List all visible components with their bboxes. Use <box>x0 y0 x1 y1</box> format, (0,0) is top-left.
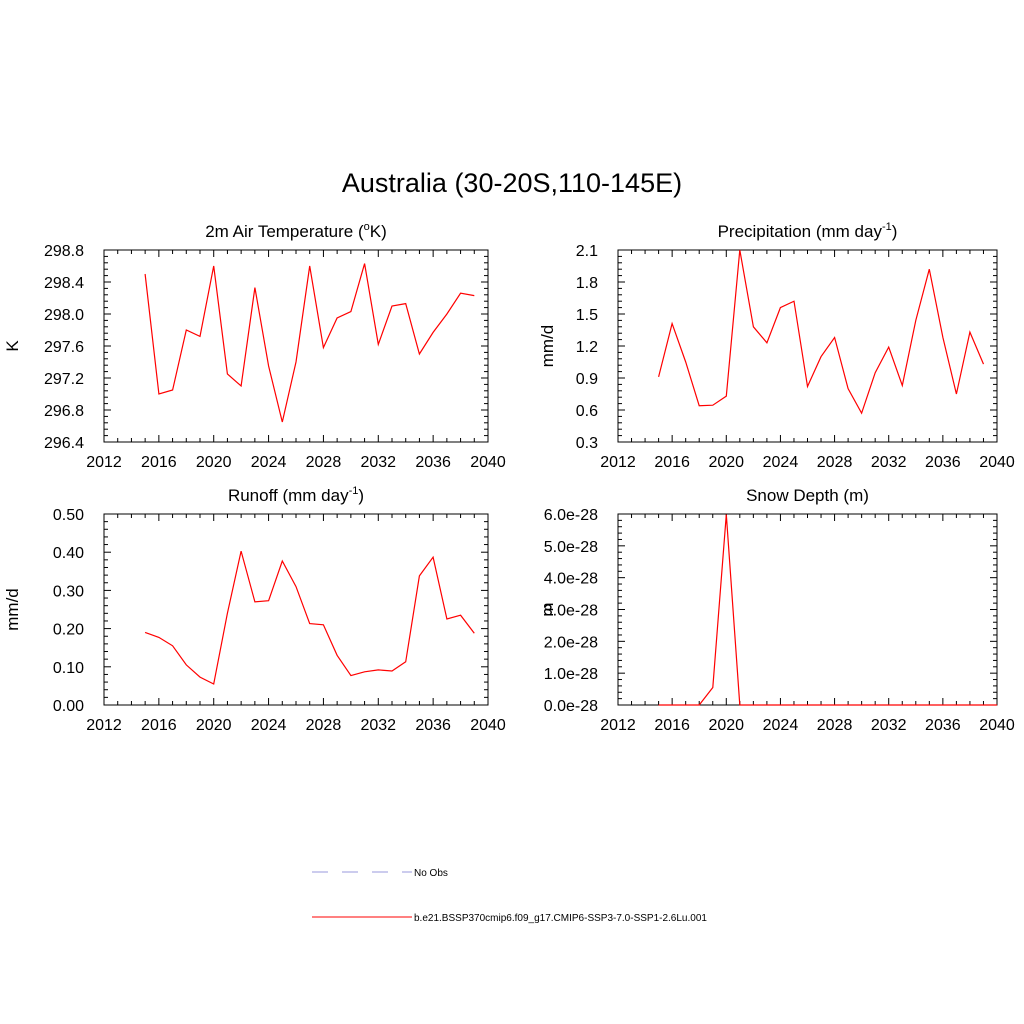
panel-title-end: K) <box>370 222 387 241</box>
x-tick-label: 2032 <box>871 454 907 471</box>
x-tick-label: 2020 <box>196 454 232 471</box>
y-tick-label: 2.0e-28 <box>544 634 598 651</box>
x-tick-label: 2036 <box>925 717 961 734</box>
x-tick-label: 2032 <box>871 717 907 734</box>
y-tick-label: 296.8 <box>44 403 84 420</box>
y-tick-label: 1.5 <box>576 307 598 324</box>
y-tick-label: 0.3 <box>576 435 598 452</box>
panel-title-main: Precipitation (mm day <box>718 222 883 241</box>
panel-title-main: Runoff (mm day <box>228 486 349 505</box>
x-tick-label: 2020 <box>196 717 232 734</box>
y-tick-label: 4.0e-28 <box>544 571 598 588</box>
panel-precipitation: 2012 2016 2020 2024 2028 2032 2036 2040 0.3 0.6 0.… <box>538 221 1015 471</box>
x-tick-label: 2028 <box>306 454 342 471</box>
y-tick-label: 5.0e-28 <box>544 539 598 556</box>
x-tick-label: 2020 <box>708 454 744 471</box>
y-tick-label: 0.30 <box>53 583 84 600</box>
plot-frame <box>103 513 489 706</box>
x-tick-label: 2040 <box>979 454 1015 471</box>
panel-snow-depth: 2012 2016 2020 2024 2028 2032 2036 2040 0.0e-28 1… <box>538 486 1015 734</box>
x-tick-label: 2032 <box>360 454 396 471</box>
panel-title: Runoff (mm day-1) <box>228 485 364 505</box>
x-tick-label: 2016 <box>141 717 177 734</box>
panel-title-end: ) <box>358 486 364 505</box>
y-tick-label: 1.0e-28 <box>544 666 598 683</box>
series-line-temperature <box>144 263 475 423</box>
y-tick-label: 298.8 <box>44 243 84 260</box>
y-axis-label: mm/d <box>3 588 22 631</box>
x-tick-label: 2036 <box>415 717 451 734</box>
panel-title-superscript: o <box>364 221 370 233</box>
panel-title-main: 2m Air Temperature ( <box>205 222 364 241</box>
y-tick-label: 6.0e-28 <box>544 507 598 524</box>
panel-title-superscript: -1 <box>882 221 892 233</box>
x-tick-label: 2024 <box>251 454 287 471</box>
panel-temperature: 2012 2016 2020 2024 2028 2032 2036 2040 296.4 296… <box>3 221 506 471</box>
x-tick-label: 2020 <box>708 717 744 734</box>
legend-label: No Obs <box>414 868 448 879</box>
series-line-precipitation <box>658 249 985 415</box>
panel-title-main: Snow Depth (m) <box>746 486 869 505</box>
x-tick-label: 2024 <box>763 717 799 734</box>
y-tick-label: 1.8 <box>576 275 598 292</box>
y-tick-label: 0.10 <box>53 660 84 677</box>
y-tick-label: 3.0e-28 <box>544 603 598 620</box>
y-tick-label: 0.40 <box>53 545 84 562</box>
x-tick-label: 2036 <box>925 454 961 471</box>
y-axis-label: mm/d <box>538 325 557 368</box>
y-tick-label: 0.20 <box>53 622 84 639</box>
x-tick-label: 2012 <box>600 717 636 734</box>
y-tick-label: 297.6 <box>44 339 84 356</box>
x-tick-label: 2012 <box>86 717 122 734</box>
x-tick-label: 2028 <box>817 717 853 734</box>
panel-title-end: ) <box>892 222 898 241</box>
x-tick-label: 2028 <box>306 717 342 734</box>
plot-frame <box>617 513 998 706</box>
y-axis-label: m <box>538 602 557 616</box>
y-tick-label: 0.9 <box>576 371 598 388</box>
figure-title: Australia (30-20S,110-145E) <box>341 168 683 198</box>
x-tick-label: 2016 <box>141 454 177 471</box>
legend-label: b.e21.BSSP370cmip6.f09_g17.CMIP6-SSP3-7.… <box>414 913 707 924</box>
x-tick-label: 2024 <box>251 717 287 734</box>
series-line-snow-depth <box>658 514 997 706</box>
y-tick-label: 0.0e-28 <box>544 698 598 715</box>
y-axis-label: K <box>3 340 22 352</box>
x-tick-label: 2036 <box>415 454 451 471</box>
y-tick-label: 298.0 <box>44 307 84 324</box>
y-tick-label: 0.50 <box>53 507 84 524</box>
x-tick-label: 2012 <box>600 454 636 471</box>
panel-runoff: 2012 2016 2020 2024 2028 2032 2036 2040 0.00 0.10… <box>3 485 506 734</box>
panel-title: Precipitation (mm day-1) <box>718 221 898 241</box>
plot-frame <box>103 249 489 443</box>
y-tick-label: 297.2 <box>44 371 84 388</box>
x-tick-label: 2028 <box>817 454 853 471</box>
legend: No Obs b.e21.BSSP370cmip6.f09_g17.CMIP6-S… <box>312 868 707 924</box>
y-tick-label: 2.1 <box>576 243 598 260</box>
x-tick-label: 2024 <box>763 454 799 471</box>
series-line-runoff <box>144 550 475 685</box>
x-tick-label: 2016 <box>654 454 690 471</box>
panel-title: Snow Depth (m) <box>746 486 869 505</box>
panel-title-superscript: -1 <box>349 485 359 497</box>
x-tick-label: 2040 <box>979 717 1015 734</box>
plot-frame <box>617 249 998 443</box>
x-tick-label: 2012 <box>86 454 122 471</box>
y-tick-label: 1.2 <box>576 339 598 356</box>
y-tick-label: 296.4 <box>44 435 84 452</box>
x-tick-label: 2016 <box>654 717 690 734</box>
x-tick-label: 2040 <box>470 717 506 734</box>
x-tick-label: 2032 <box>360 717 396 734</box>
y-tick-label: 0.6 <box>576 403 598 420</box>
y-tick-label: 298.4 <box>44 275 84 292</box>
y-tick-label: 0.00 <box>53 698 84 715</box>
panel-title: 2m Air Temperature (oK) <box>205 221 387 241</box>
x-tick-label: 2040 <box>470 454 506 471</box>
